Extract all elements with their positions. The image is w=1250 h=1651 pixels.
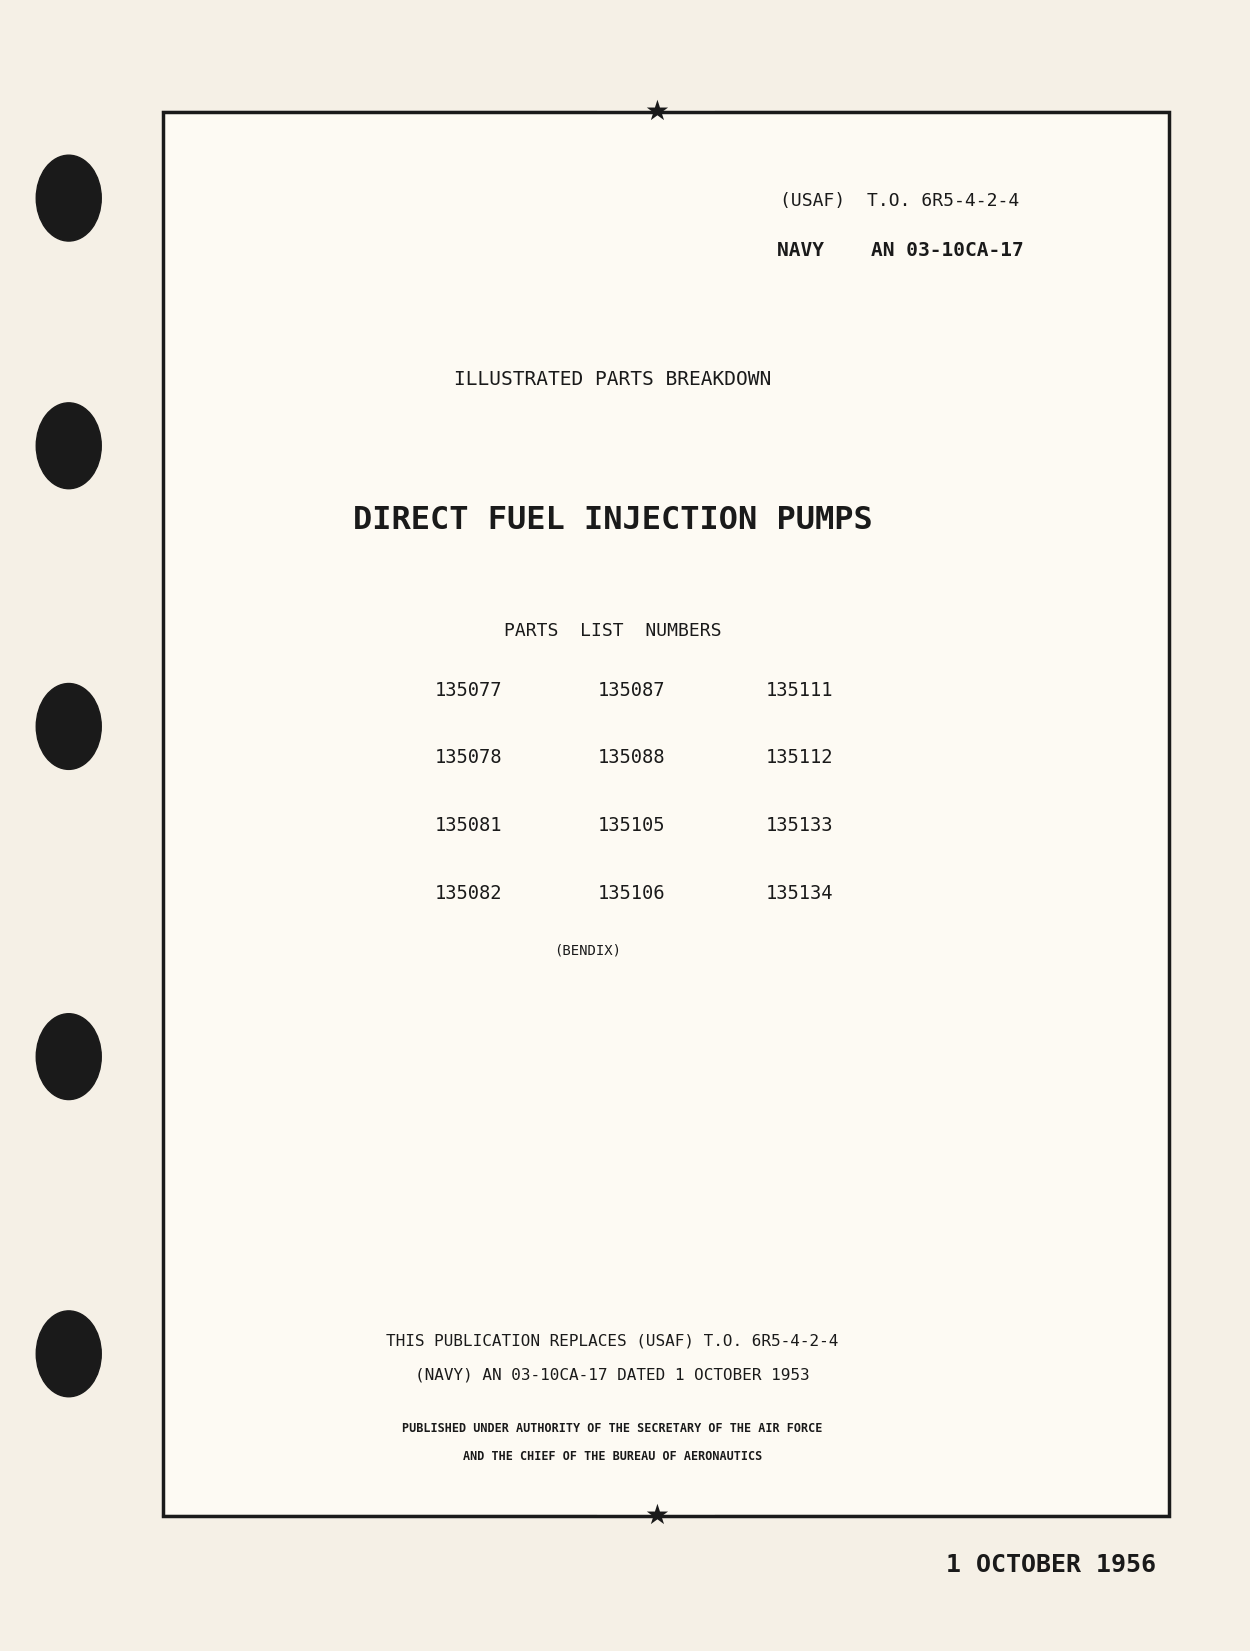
Text: 135088: 135088 bbox=[598, 748, 665, 768]
Circle shape bbox=[36, 1014, 101, 1100]
Text: 135081: 135081 bbox=[435, 816, 502, 835]
Text: (USAF)  T.O. 6R5-4-2-4: (USAF) T.O. 6R5-4-2-4 bbox=[780, 193, 1020, 210]
Text: 135105: 135105 bbox=[598, 816, 665, 835]
Text: 135082: 135082 bbox=[435, 883, 502, 903]
Text: ★: ★ bbox=[644, 1502, 669, 1529]
Text: 135087: 135087 bbox=[598, 680, 665, 700]
Text: 135106: 135106 bbox=[598, 883, 665, 903]
Text: ILLUSTRATED PARTS BREAKDOWN: ILLUSTRATED PARTS BREAKDOWN bbox=[454, 370, 771, 390]
Text: 135133: 135133 bbox=[766, 816, 834, 835]
Text: 135078: 135078 bbox=[435, 748, 502, 768]
Text: 1 OCTOBER 1956: 1 OCTOBER 1956 bbox=[946, 1554, 1156, 1577]
Text: 135134: 135134 bbox=[766, 883, 834, 903]
Circle shape bbox=[36, 403, 101, 489]
Text: THIS PUBLICATION REPLACES (USAF) T.O. 6R5-4-2-4: THIS PUBLICATION REPLACES (USAF) T.O. 6R… bbox=[386, 1332, 839, 1349]
Circle shape bbox=[36, 155, 101, 241]
Text: 135111: 135111 bbox=[766, 680, 834, 700]
Text: DIRECT FUEL INJECTION PUMPS: DIRECT FUEL INJECTION PUMPS bbox=[352, 505, 872, 535]
Circle shape bbox=[36, 1311, 101, 1397]
Text: (NAVY) AN 03-10CA-17 DATED 1 OCTOBER 1953: (NAVY) AN 03-10CA-17 DATED 1 OCTOBER 195… bbox=[415, 1367, 810, 1384]
Text: 135077: 135077 bbox=[435, 680, 502, 700]
Text: AND THE CHIEF OF THE BUREAU OF AERONAUTICS: AND THE CHIEF OF THE BUREAU OF AERONAUTI… bbox=[462, 1450, 762, 1463]
Text: (BENDIX): (BENDIX) bbox=[554, 944, 621, 958]
Circle shape bbox=[36, 684, 101, 769]
Text: ★: ★ bbox=[644, 99, 669, 125]
Text: 135112: 135112 bbox=[766, 748, 834, 768]
Bar bbox=[162, 112, 1169, 1516]
Text: PUBLISHED UNDER AUTHORITY OF THE SECRETARY OF THE AIR FORCE: PUBLISHED UNDER AUTHORITY OF THE SECRETA… bbox=[402, 1422, 822, 1435]
Text: NAVY    AN 03-10CA-17: NAVY AN 03-10CA-17 bbox=[776, 241, 1024, 261]
Text: PARTS  LIST  NUMBERS: PARTS LIST NUMBERS bbox=[504, 622, 721, 639]
